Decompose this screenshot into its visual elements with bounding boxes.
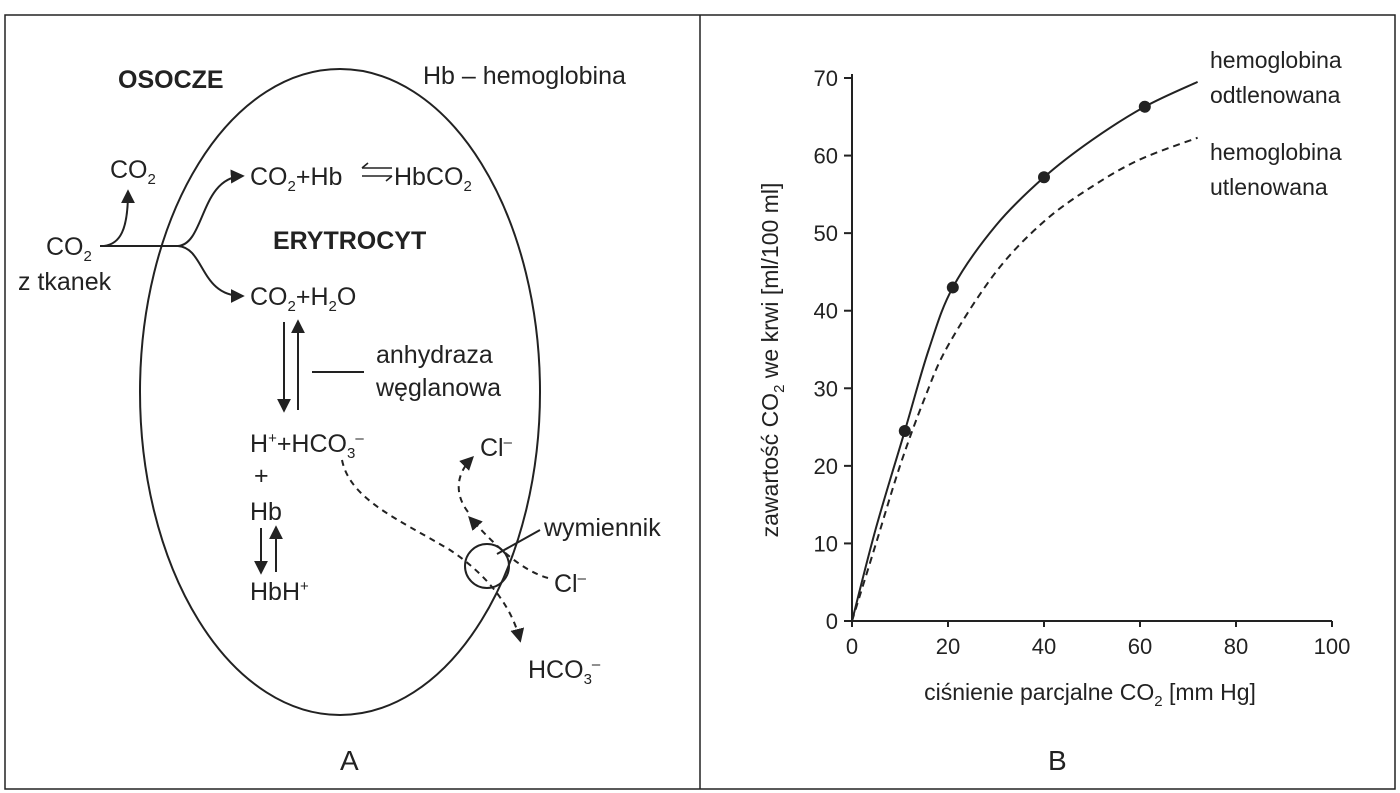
bicarbonate-outflow-arrow [341,459,525,643]
erythrocyte-label: ERYTROCYT [273,227,426,255]
enzyme-label-line2: węglanowa [375,374,501,402]
erythrocyte-membrane [139,68,541,716]
x-axis-label: ciśnienie parcjalne CO2 [mm Hg] [924,679,1256,710]
x-tick-label: 100 [1314,634,1351,659]
hemoglobin-legend: Hb – hemoglobina [423,62,626,90]
data-point [946,281,959,294]
tissue-source-label: z tkanek [18,268,112,296]
enzyme-label-line1: anhydraza [376,341,493,369]
y-tick-label: 0 [826,609,838,634]
hemoglobin-label: Hb [250,498,282,526]
plasma-label: OSOCZE [118,66,224,94]
bicarbonate-out-label: HCO3– [528,656,601,688]
chloride-bottom-label: Cl– [554,570,587,598]
chloride-inflow-arrow [468,515,549,579]
chloride-up-arrow [457,456,474,513]
exchanger-label: wymiennik [543,514,661,542]
plus-sign: + [254,462,269,490]
chart-series [851,80,1199,622]
y-tick-label: 40 [814,299,838,324]
series-line-deoxygenated [851,80,1199,622]
co2-plasma-label: CO2 [110,156,156,188]
x-tick-label: 0 [846,634,858,659]
chart-axes: 0 20 40 60 80 100 0 10 20 30 40 50 60 70 [814,66,1351,659]
legend-solid-line2: odtlenowana [1210,82,1341,108]
arrow-to-hbco2 [177,169,245,247]
carbamino-reaction-left: CO2+Hb [250,163,342,195]
data-point [898,424,911,437]
series-line-oxygenated [851,136,1198,622]
y-axis-label: zawartość CO2 we krwi [ml/100 ml] [757,183,788,538]
y-tick-label: 60 [814,144,838,169]
y-tick-label: 10 [814,531,838,556]
x-tick-label: 60 [1128,634,1152,659]
y-tick-label: 20 [814,454,838,479]
x-tick-label: 40 [1032,634,1056,659]
legend-dashed-line1: hemoglobina [1210,139,1342,165]
hydration-reaction: CO2+H2O [250,283,356,315]
panel-a-label: A [340,745,359,776]
legend-dashed-line2: utlenowana [1210,174,1328,200]
chloride-top-label: Cl– [480,434,513,462]
x-tick-label: 20 [936,634,960,659]
arrow-to-water [177,245,245,303]
panel-b: 0 20 40 60 80 100 0 10 20 30 40 50 60 70 zawartość CO… [757,47,1350,776]
panel-a: OSOCZE Hb – hemoglobina ERYTROCYT CO2 CO… [18,62,661,776]
y-tick-label: 50 [814,221,838,246]
co2-release-arrow [103,189,135,247]
data-point [1038,171,1050,184]
data-point [1138,100,1151,113]
exchanger-pointer [496,529,541,555]
legend-solid-line1: hemoglobina [1210,47,1342,73]
exchanger-circle-icon [464,543,510,589]
x-tick-label: 80 [1224,634,1248,659]
reversible-arrow-icon [361,162,393,182]
panel-b-label: B [1048,745,1067,776]
co2-tissue-label: CO2 [46,233,92,265]
ions-label: H++HCO3– [250,430,364,462]
hbh-label: HbH+ [250,578,309,606]
carbamino-reaction-right: HbCO2 [394,163,472,195]
y-tick-label: 70 [814,66,838,91]
y-tick-label: 30 [814,376,838,401]
